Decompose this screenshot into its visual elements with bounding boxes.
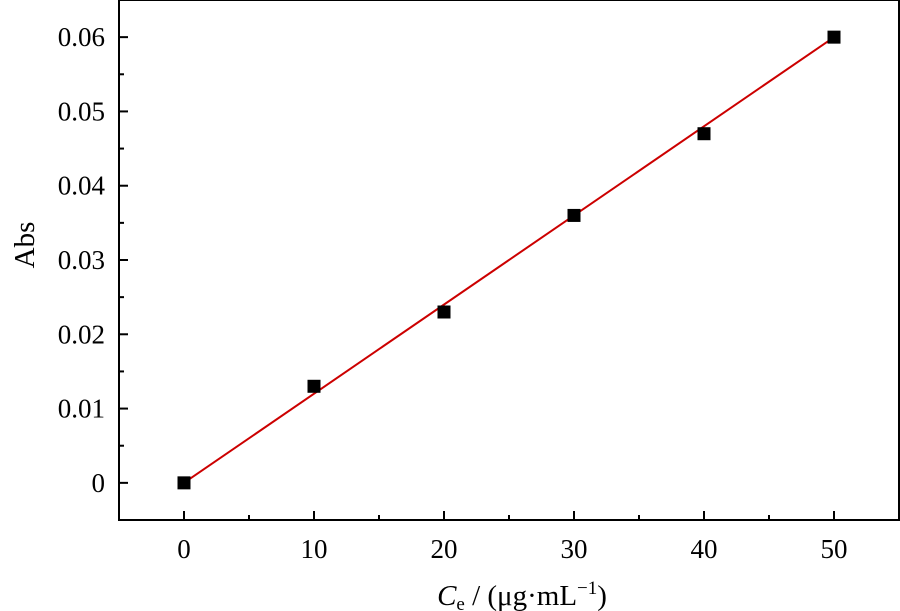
y-tick-label: 0.06 xyxy=(58,22,105,52)
y-tick-label: 0 xyxy=(92,468,106,498)
x-axis-ticks: 0 10 20 30 40 50 xyxy=(118,511,848,564)
x-tick-label: 10 xyxy=(301,534,328,564)
x-tick-label: 0 xyxy=(177,534,191,564)
x-axis-subscript: e xyxy=(456,594,464,611)
y-tick-label: 0.02 xyxy=(58,319,105,349)
x-axis-unit-exponent: −1 xyxy=(577,578,597,599)
data-point xyxy=(437,305,451,319)
y-tick-label: 0.03 xyxy=(58,245,105,275)
data-points-layer xyxy=(177,30,841,490)
x-tick-label: 40 xyxy=(691,534,718,564)
y-axis-ticks: 0 0.01 0.02 0.03 0.04 0.05 0.06 xyxy=(58,22,128,521)
x-tick-label: 20 xyxy=(431,534,458,564)
data-point xyxy=(307,379,321,393)
x-tick-label: 50 xyxy=(821,534,848,564)
x-axis-title: Ce / (μg·mL−1) xyxy=(437,578,607,611)
y-tick-label: 0.04 xyxy=(58,171,106,201)
x-axis-unit-suffix: ) xyxy=(597,580,607,611)
data-point xyxy=(177,476,191,490)
y-tick-label: 0.05 xyxy=(58,96,105,126)
x-axis-symbol: C xyxy=(437,580,457,611)
x-axis-unit: / (μg·mL xyxy=(465,580,577,611)
y-axis-title: Abs xyxy=(9,222,41,269)
data-point xyxy=(697,127,711,141)
y-tick-label: 0.01 xyxy=(58,394,105,424)
fit-line-layer xyxy=(183,36,835,484)
x-tick-label: 30 xyxy=(561,534,588,564)
data-point xyxy=(827,30,841,44)
data-point xyxy=(567,208,581,222)
fit-line xyxy=(183,36,835,484)
